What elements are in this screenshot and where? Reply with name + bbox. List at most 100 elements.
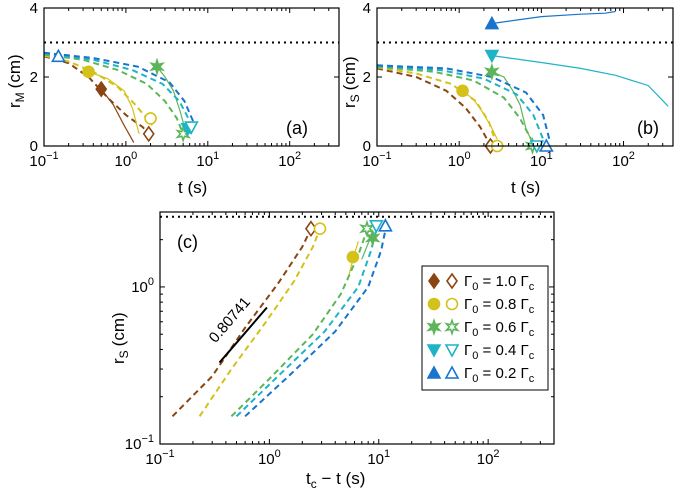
panel-a-ylabel: rM (cm) [5, 54, 27, 108]
panel-c-g06-model-line [230, 229, 368, 418]
panel-a-ytick-label-1: 2 [30, 69, 38, 86]
panel-c-g06-open-marker [358, 219, 375, 238]
panel-c-xlabel-rest: − t (s) [317, 469, 366, 488]
panel-a-g08-exp-line [88, 71, 140, 135]
panel-b: 10−1 100 101 102 0 2 4 (b) t (s) rS (cm) [340, 0, 674, 197]
panel-a-xtick-label-3: 102 [278, 150, 301, 170]
panel-a-xtick-label-1: 100 [114, 150, 137, 170]
legend-g10-open-marker [446, 272, 458, 290]
legend-item-g10: Γ0 = 1.0 Γc [428, 272, 535, 293]
legend-item-g04: Γ0 = 0.4 Γc [426, 342, 535, 362]
legend-g08-label: Γ0 = 0.8 Γc [464, 296, 535, 316]
panel-b-g04-model-line [376, 65, 545, 140]
panel-a-xlabel: t (s) [178, 178, 207, 197]
legend-g02-open-marker [444, 365, 460, 379]
legend-item-g06: Γ0 = 0.6 Γc [426, 317, 535, 339]
panel-c-ylabel: rS (cm) [109, 312, 131, 364]
panel-c-g02-open-marker [378, 218, 393, 232]
panel-c-ytick-label-0: 10−1 [125, 433, 154, 453]
panel-b-label: (b) [637, 118, 659, 138]
panel-b-g06-model-line [376, 65, 532, 140]
panel-a-g02-model-line [43, 51, 197, 126]
panel-b-ytick-label-1: 2 [363, 69, 371, 86]
panel-a-g10-exp-line [100, 88, 135, 143]
panel-b-g02-exp-line [491, 10, 616, 25]
panel-c-frame [159, 211, 555, 445]
panel-b-xtick-label-2: 101 [530, 150, 553, 170]
panel-a-g08-filled-marker [82, 65, 95, 79]
legend-g06-filled-marker [426, 317, 442, 337]
panel-b-ylabel-unit: (cm) [340, 56, 359, 90]
panel-b-g06-exp-line [491, 71, 534, 143]
legend-g04-open-marker [444, 344, 460, 358]
legend: Γ0 = 1.0 Γc Γ0 = 0.8 Γc Γ0 = 0.6 Γc Γ0 = 0.… [421, 265, 549, 391]
panel-b-g08-filled-marker [456, 84, 469, 98]
panel-c-g08-open-marker [313, 222, 327, 235]
panel-a-g10-open-marker [142, 125, 155, 143]
panel-c-xtick-label-0: 10−1 [145, 448, 174, 468]
legend-g02-filled-marker [426, 365, 442, 379]
panel-c-xlabel-sub: c [311, 477, 317, 491]
legend-g04-label: Γ0 = 0.4 Γc [464, 342, 535, 362]
panel-b-g02-filled-marker [484, 15, 500, 30]
panel-c: 10−1 100 101 102 10−1 100 (c) tc − t (s) rS (c… [109, 211, 555, 491]
panel-c-ylabel-main: r [109, 358, 128, 364]
panel-a-label: (a) [286, 118, 308, 138]
slope-line [218, 306, 268, 364]
panel-c-ylabel-unit: (cm) [109, 312, 128, 346]
panel-c-xlabel-main: t [306, 469, 311, 488]
panel-b-g06-filled-marker [483, 62, 500, 81]
panel-b-ylabel-sub: S [348, 94, 362, 102]
panel-c-xtick-label-3: 102 [477, 448, 500, 468]
panel-a-xtick-label-0: 10−1 [29, 150, 58, 170]
panel-a-ytick-label-2: 4 [30, 0, 38, 17]
panel-b-xtick-label-0: 10−1 [362, 150, 391, 170]
legend-g08-filled-marker [427, 297, 441, 311]
legend-g10-filled-marker [428, 272, 440, 290]
legend-g08-open-marker [445, 297, 459, 311]
panel-b-xlabel: t (s) [511, 178, 540, 197]
panel-b-ylabel: rS (cm) [340, 56, 362, 108]
legend-g10-label: Γ0 = 1.0 Γc [464, 273, 535, 293]
panel-a-g10-model-line [43, 55, 150, 135]
panel-c-g04-open-marker [368, 220, 384, 234]
legend-g04-filled-marker [426, 344, 442, 358]
legend-g02-label: Γ0 = 0.2 Γc [464, 365, 535, 385]
legend-g06-label: Γ0 = 0.6 Γc [464, 319, 535, 339]
panel-a-xtick-label-2: 101 [196, 150, 219, 170]
legend-g06-open-marker [444, 317, 460, 337]
panel-c-ylabel-sub: S [117, 350, 131, 358]
legend-box [421, 265, 549, 391]
panel-a-g08-open-marker [144, 112, 157, 125]
panel-b-ytick-label-0: 0 [363, 138, 371, 155]
legend-item-g02: Γ0 = 0.2 Γc [426, 365, 535, 385]
panel-b-g10-model-line [376, 67, 490, 144]
panel-b-xtick-label-3: 102 [612, 150, 635, 170]
panel-b-ylabel-main: r [340, 102, 359, 108]
panel-c-xtick-label-2: 101 [367, 448, 390, 468]
panel-a: 10−1 100 101 102 0 2 4 (a) t (s) rM (cm) [5, 0, 340, 197]
panel-b-xtick-label-1: 100 [448, 150, 471, 170]
panel-c-g02-model-line [244, 229, 387, 418]
panel-a-g10-filled-marker [95, 80, 108, 98]
panel-c-g10-model-line [171, 228, 312, 418]
panel-b-g02-model-line [376, 64, 551, 140]
panel-c-xlabel: tc − t (s) [306, 469, 365, 491]
panel-a-ytick-label-0: 0 [30, 138, 38, 155]
panel-b-ytick-label-2: 4 [363, 0, 371, 17]
panel-a-g06-model-line [43, 53, 185, 135]
panel-a-ylabel-sub: M [13, 92, 27, 102]
panel-c-ytick-label-1: 100 [131, 276, 154, 296]
panel-b-g04-exp-line [491, 55, 669, 107]
slope-annotation: 0.80741 [206, 294, 268, 364]
panel-b-g08-exp-line [462, 90, 498, 140]
panel-a-g04-open-marker [184, 121, 199, 135]
panel-b-g04-filled-marker [484, 49, 500, 64]
panel-a-g02-open-marker [51, 48, 66, 63]
panel-a-ylabel-main: r [5, 102, 24, 108]
panel-c-xtick-label-1: 100 [258, 448, 281, 468]
panel-c-g04-model-line [235, 229, 378, 418]
panel-a-ylabel-unit: (cm) [5, 54, 24, 88]
panel-a-g04-model-line [43, 52, 193, 130]
